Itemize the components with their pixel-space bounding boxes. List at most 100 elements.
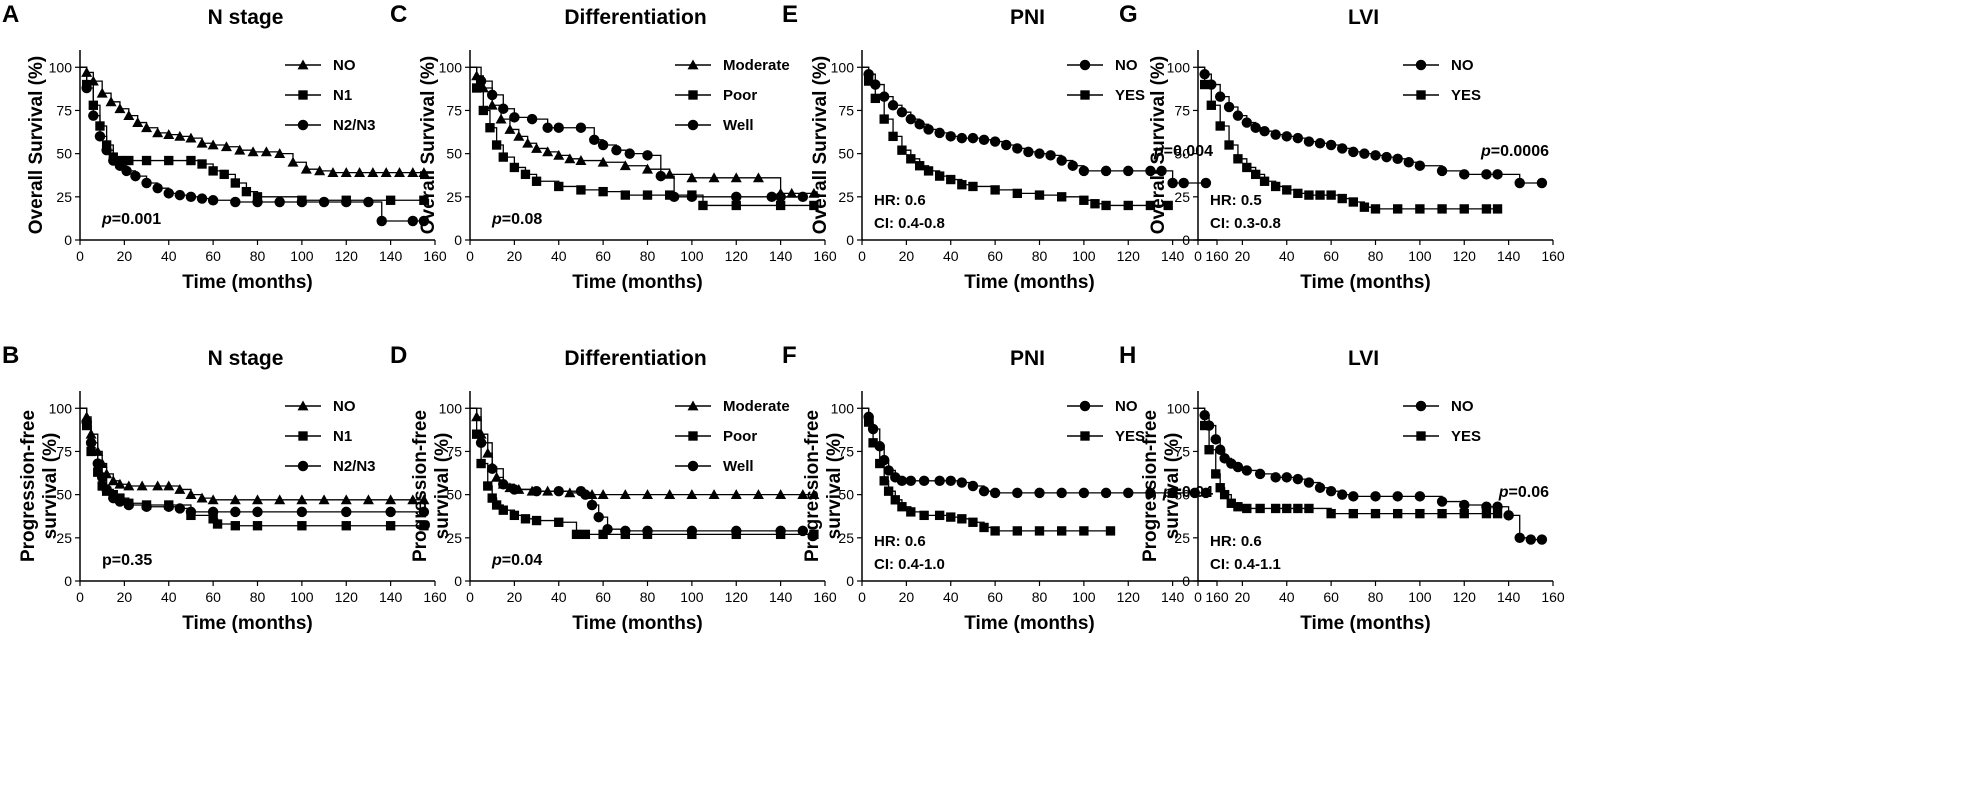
x-tick-label: 160 bbox=[813, 248, 837, 264]
p-value-annotation: p=0.001 bbox=[101, 211, 161, 228]
data-point bbox=[141, 155, 152, 166]
data-point bbox=[526, 113, 538, 125]
panel-letter: C bbox=[390, 1, 407, 28]
y-tick-label: 25 bbox=[56, 530, 72, 546]
x-tick-label: 60 bbox=[205, 589, 221, 605]
data-point bbox=[731, 191, 742, 203]
data-point bbox=[123, 499, 135, 511]
panel-letter: E bbox=[782, 1, 798, 28]
data-point bbox=[797, 191, 809, 203]
x-tick-label: 20 bbox=[899, 248, 915, 264]
y-axis-label: Overall Survival (%) bbox=[418, 56, 439, 234]
data-point bbox=[531, 176, 542, 186]
data-point bbox=[163, 480, 175, 491]
x-tick-label: 80 bbox=[1032, 248, 1048, 264]
data-point bbox=[786, 187, 798, 198]
legend-label: NO bbox=[333, 398, 356, 415]
data-point bbox=[708, 489, 720, 500]
data-point bbox=[509, 510, 520, 521]
data-point bbox=[775, 191, 786, 203]
y-tick-label: 75 bbox=[1174, 443, 1190, 459]
y-tick-label: 25 bbox=[1174, 189, 1190, 205]
data-point bbox=[486, 463, 498, 474]
data-point bbox=[1145, 487, 1156, 499]
data-point bbox=[418, 494, 430, 505]
data-point bbox=[1242, 162, 1252, 173]
data-point bbox=[580, 529, 591, 540]
data-point bbox=[956, 477, 968, 488]
y-tick-label: 50 bbox=[838, 146, 854, 162]
series-yes bbox=[862, 66, 1173, 211]
data-point bbox=[220, 141, 232, 152]
data-point bbox=[1145, 165, 1156, 177]
legend-label: NO bbox=[1115, 398, 1138, 415]
panel-letter: B bbox=[2, 342, 19, 369]
legend-item: YES bbox=[1067, 428, 1145, 445]
data-point bbox=[340, 167, 352, 178]
data-point bbox=[686, 191, 698, 203]
data-point bbox=[121, 165, 132, 177]
data-point bbox=[1233, 502, 1243, 512]
legend-item: Poor bbox=[675, 87, 757, 104]
data-point bbox=[485, 123, 495, 133]
y-tick-label: 100 bbox=[439, 59, 463, 75]
data-point bbox=[1282, 185, 1292, 195]
hr-annotation: HR: 0.6 bbox=[874, 192, 926, 209]
data-point bbox=[1525, 534, 1537, 545]
legend-item: NO bbox=[1403, 57, 1474, 74]
data-point bbox=[919, 510, 929, 521]
data-point bbox=[686, 525, 698, 537]
data-point bbox=[686, 172, 698, 183]
data-point bbox=[297, 521, 307, 531]
data-point bbox=[314, 165, 326, 176]
data-point bbox=[1392, 491, 1403, 502]
x-tick-label: 60 bbox=[205, 248, 221, 264]
y-axis-label: Overall Survival (%) bbox=[26, 56, 47, 234]
x-tick-label: 100 bbox=[680, 589, 704, 605]
data-point bbox=[564, 153, 576, 164]
legend-marker bbox=[687, 460, 699, 472]
data-point bbox=[94, 131, 106, 142]
data-point bbox=[1219, 489, 1230, 500]
data-point bbox=[918, 475, 930, 487]
y-axis-label: Progression-free bbox=[1140, 410, 1161, 562]
data-point bbox=[989, 487, 1001, 499]
data-point bbox=[418, 167, 430, 178]
legend-marker bbox=[1080, 431, 1090, 441]
data-point bbox=[88, 110, 99, 121]
legend-item: YES bbox=[1403, 428, 1481, 445]
x-tick-label: 60 bbox=[595, 248, 611, 264]
y-axis-label: Progression-free bbox=[410, 410, 431, 562]
data-point bbox=[1214, 91, 1226, 102]
data-point bbox=[890, 495, 900, 505]
data-point bbox=[611, 144, 622, 156]
data-point bbox=[554, 517, 564, 527]
legend-label: NO bbox=[333, 57, 356, 74]
y-tick-label: 25 bbox=[446, 189, 462, 205]
data-point bbox=[101, 484, 112, 495]
legend-item: N1 bbox=[285, 428, 352, 445]
y-tick-label: 100 bbox=[49, 59, 73, 75]
data-point bbox=[542, 122, 553, 133]
legend-item: N1 bbox=[285, 87, 352, 104]
data-point bbox=[531, 485, 542, 497]
data-point bbox=[1282, 503, 1292, 514]
data-point bbox=[1492, 508, 1503, 519]
data-point bbox=[990, 185, 1000, 195]
data-point bbox=[934, 171, 945, 181]
series-n2-n3 bbox=[80, 407, 430, 518]
p-value-annotation: p=0.08 bbox=[491, 211, 542, 228]
data-point bbox=[1514, 532, 1525, 544]
x-tick-label: 60 bbox=[1323, 589, 1339, 605]
data-point bbox=[897, 502, 907, 512]
panel-f: F PNI 0 25 50 75 100 0 20 40 60 80 100 120 140 160 Time … bbox=[782, 342, 1229, 634]
data-point bbox=[1034, 190, 1045, 200]
data-point bbox=[897, 145, 907, 155]
data-point bbox=[1359, 202, 1370, 212]
legend-label: Well bbox=[723, 458, 754, 475]
data-point bbox=[989, 136, 1001, 147]
series-yes bbox=[862, 407, 1116, 536]
x-tick-label: 160 bbox=[1541, 589, 1565, 605]
data-point bbox=[287, 156, 299, 167]
data-point bbox=[1090, 199, 1100, 209]
